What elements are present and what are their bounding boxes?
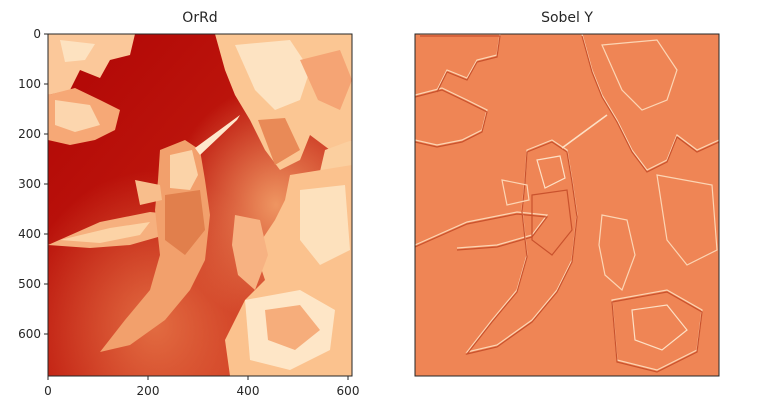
orrd-flower-bottom-right — [225, 165, 352, 376]
y-tick-label: 600 — [18, 327, 41, 341]
y-tick-label: 200 — [18, 127, 41, 141]
orrd-x-axis: 0 200 400 600 — [44, 376, 359, 398]
orrd-image — [48, 34, 352, 376]
orrd-y-axis: 0 100 200 300 400 500 600 — [18, 27, 48, 341]
panel-title-sobel-y: Sobel Y — [541, 10, 593, 26]
y-tick-label: 100 — [18, 77, 41, 91]
y-tick-label: 300 — [18, 177, 41, 191]
x-tick-label: 400 — [237, 384, 260, 398]
y-tick-label: 0 — [33, 27, 41, 41]
y-tick-label: 500 — [18, 277, 41, 291]
x-tick-label: 0 — [44, 384, 52, 398]
x-tick-label: 600 — [337, 384, 360, 398]
sobel-y-image — [415, 34, 719, 376]
orrd-axes-frame — [47, 33, 353, 377]
orrd-flower-top-left — [48, 34, 135, 145]
panel-title-orrd: OrRd — [182, 10, 217, 26]
y-tick-label: 400 — [18, 227, 41, 241]
sobel-y-axes-frame — [414, 33, 720, 377]
orrd-hummingbird — [48, 115, 240, 352]
x-tick-label: 200 — [137, 384, 160, 398]
